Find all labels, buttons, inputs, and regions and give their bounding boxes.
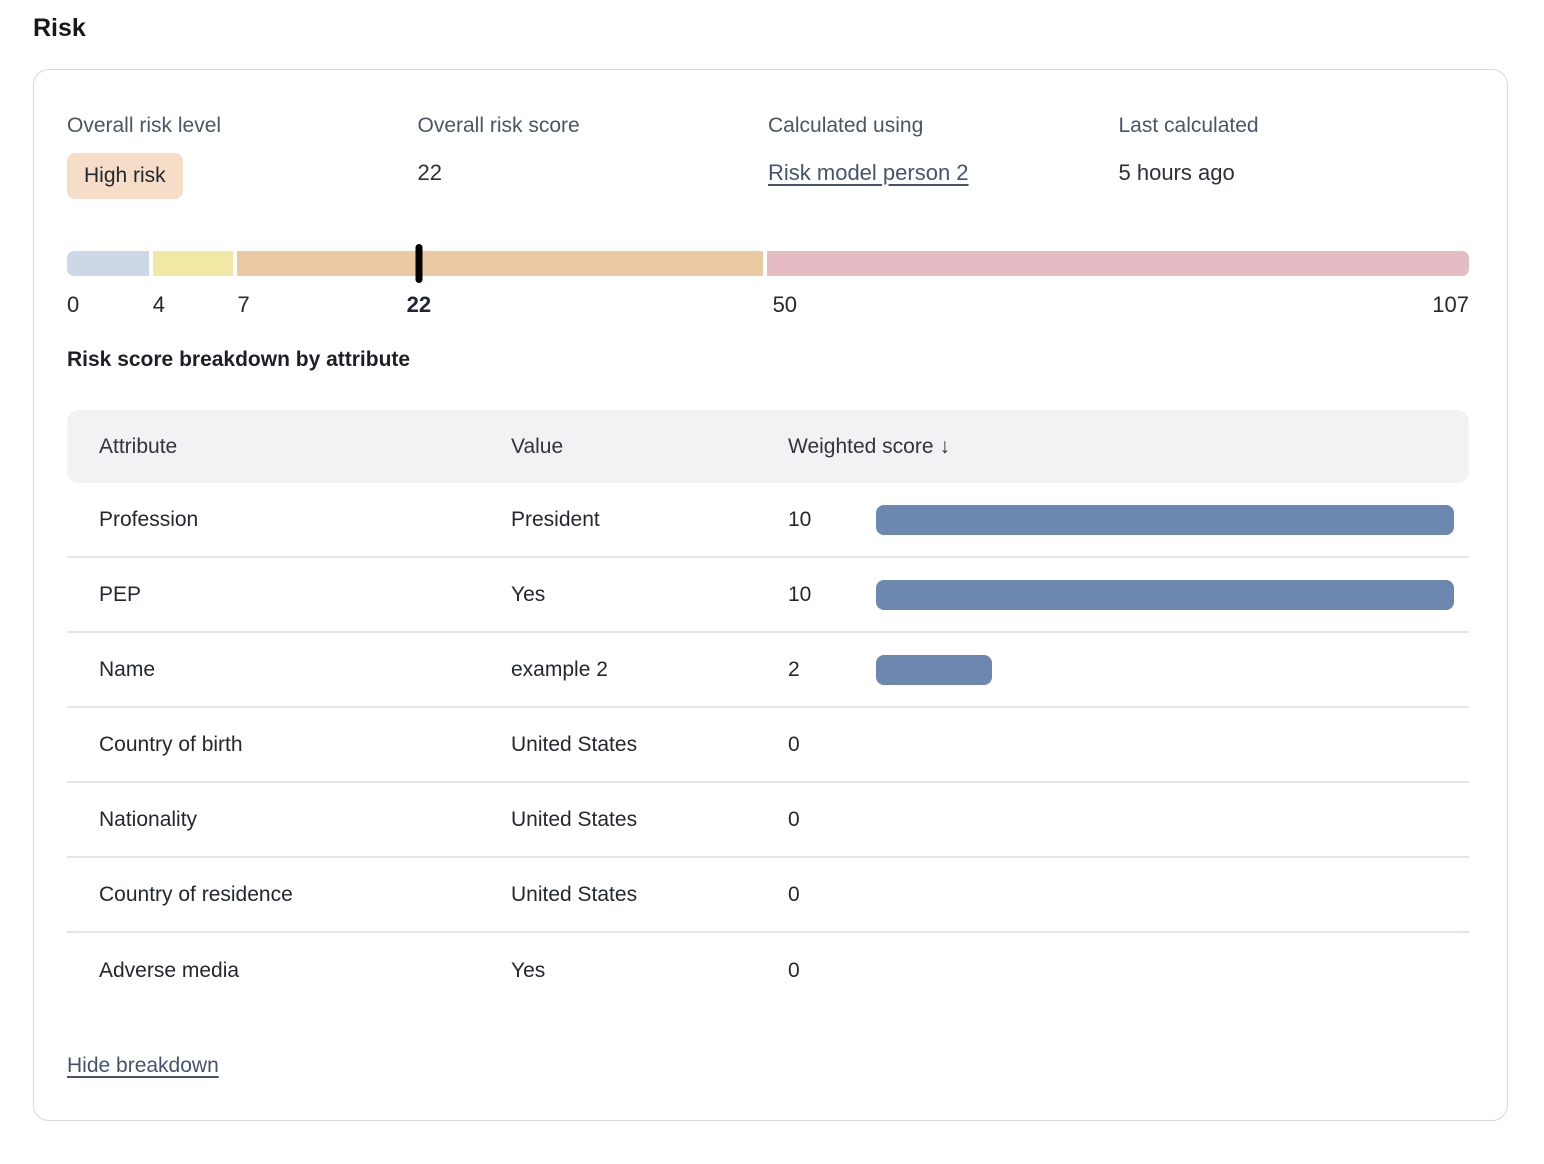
value-cell: United States (511, 807, 638, 831)
weighted-score-cell: 0 (788, 732, 800, 756)
table-row: Profession President 10 (67, 483, 1469, 558)
risk-scale: 0 4 7 22 50 107 (67, 244, 1469, 320)
weighted-score-cell: 0 (788, 958, 800, 982)
table-row: Name example 2 2 (67, 633, 1469, 708)
overall-risk-level-label: Overall risk level (67, 114, 222, 137)
attribute-cell: Name (99, 657, 156, 681)
weighted-score-cell: 10 (788, 507, 812, 531)
score-bar-cell (876, 579, 1454, 610)
calculated-using-block: Calculated using Risk model person 2 (768, 112, 1119, 199)
score-bar-cell (876, 504, 1454, 535)
attribute-cell: Adverse media (99, 958, 240, 982)
score-bar (876, 654, 992, 685)
risk-card: Overall risk level High risk Overall ris… (33, 69, 1508, 1121)
attribute-cell: Country of residence (99, 882, 293, 906)
score-bar (876, 579, 1454, 610)
scale-tick-label: 22 (406, 292, 432, 317)
value-cell: Yes (511, 582, 546, 606)
table-row: PEP Yes 10 (67, 558, 1469, 633)
scale-tick-label: 7 (237, 292, 250, 317)
scale-tick-label: 0 (67, 292, 80, 317)
scale-tick-label: 107 (1432, 292, 1469, 317)
table-row: Adverse media Yes 0 (67, 933, 1469, 1008)
attribute-cell: Country of birth (99, 732, 243, 756)
weighted-score-cell: 0 (788, 807, 800, 831)
scale-tick-label: 50 (772, 292, 798, 317)
weighted-score-cell: 2 (788, 657, 800, 681)
page-title: Risk (33, 14, 86, 42)
scale-segment-very-high (767, 251, 1469, 276)
calculated-using-label: Calculated using (768, 114, 924, 137)
value-cell: United States (511, 732, 638, 756)
breakdown-table-body: Profession President 10 PEP Yes 10 Name example… (67, 483, 1469, 1008)
overall-risk-score-label: Overall risk score (417, 114, 580, 137)
risk-summary: Overall risk level High risk Overall ris… (67, 112, 1469, 199)
sort-descending-icon: ↓ (939, 434, 951, 458)
value-cell: President (511, 507, 600, 531)
last-calculated-label: Last calculated (1118, 114, 1259, 137)
scale-segment-medium (152, 251, 233, 276)
scale-segment-low (67, 251, 149, 276)
last-calculated-value: 5 hours ago (1118, 160, 1235, 185)
score-bar (876, 504, 1454, 535)
scale-segment-high (236, 251, 763, 276)
breakdown-table: Attribute Value Weighted score ↓ Professi… (67, 410, 1469, 1008)
value-cell: United States (511, 882, 638, 906)
breakdown-table-header: Attribute Value Weighted score ↓ (67, 410, 1469, 483)
table-row: Nationality United States 0 (67, 783, 1469, 858)
overall-risk-score-block: Overall risk score 22 (418, 112, 769, 199)
scale-tick-label: 4 (152, 292, 165, 317)
value-cell: Yes (511, 958, 546, 982)
table-row: Country of birth United States 0 (67, 708, 1469, 783)
risk-scale-ticks: 0 4 7 22 50 107 (67, 290, 1469, 320)
hide-breakdown-link[interactable]: Hide breakdown (67, 1054, 219, 1077)
overall-risk-score-value: 22 (417, 160, 442, 185)
weighted-score-cell: 0 (788, 882, 800, 906)
attribute-cell: PEP (99, 582, 142, 606)
risk-level-badge: High risk (67, 153, 183, 199)
risk-scale-track (67, 244, 1469, 283)
last-calculated-block: Last calculated 5 hours ago (1119, 112, 1470, 199)
attribute-cell: Profession (99, 507, 199, 531)
table-row: Country of residence United States 0 (67, 858, 1469, 933)
attribute-cell: Nationality (99, 807, 198, 831)
risk-model-link[interactable]: Risk model person 2 (768, 160, 969, 185)
column-header-value[interactable]: Value (511, 434, 564, 458)
breakdown-heading: Risk score breakdown by attribute (67, 348, 411, 371)
current-score-marker (415, 244, 423, 283)
score-bar-cell (876, 654, 1454, 685)
value-cell: example 2 (511, 657, 608, 681)
overall-risk-level-block: Overall risk level High risk (67, 112, 418, 199)
weighted-score-cell: 10 (788, 582, 812, 606)
column-header-attribute[interactable]: Attribute (99, 434, 178, 458)
column-header-weighted-score[interactable]: Weighted score ↓ (788, 434, 951, 458)
